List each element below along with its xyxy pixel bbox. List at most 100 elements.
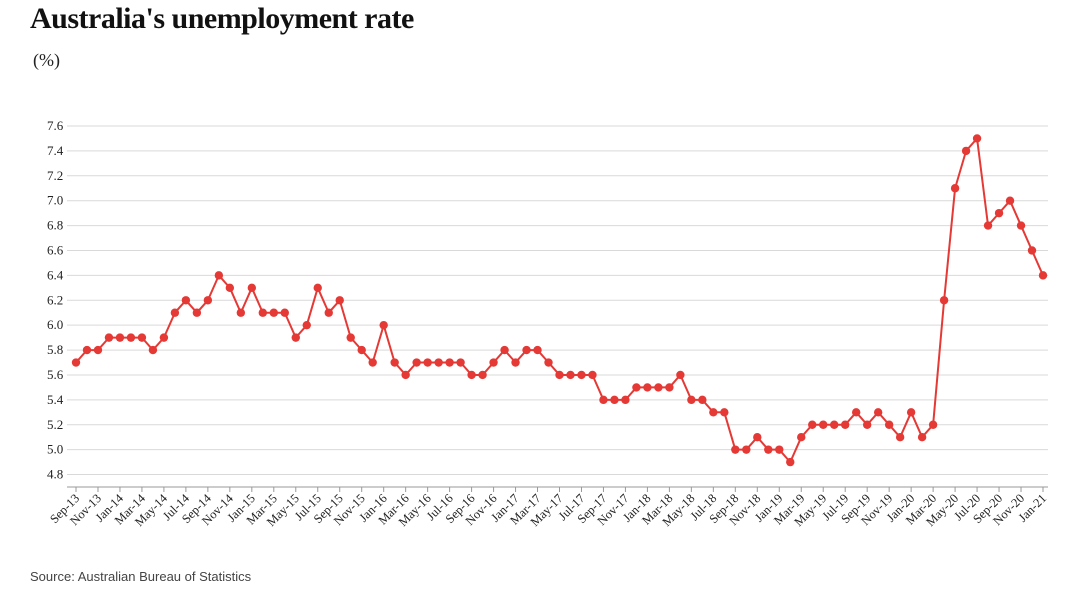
data-point	[555, 370, 564, 380]
data-point	[522, 345, 531, 355]
line-chart: 4.8 5.0 5.2 5.4 5.6 5.8 6.0 6.2 6.4 6.6 6.8 7.0 7.2 7…	[47, 118, 1049, 529]
data-point	[819, 420, 828, 429]
data-point	[786, 457, 795, 467]
data-point	[192, 308, 202, 317]
data-point	[159, 333, 169, 342]
y-tick-label: 5.6	[47, 367, 64, 382]
data-point	[808, 420, 817, 429]
data-point	[203, 296, 213, 305]
data-point	[632, 383, 641, 392]
data-point	[511, 358, 520, 367]
data-point	[610, 395, 619, 405]
data-point	[214, 271, 224, 280]
y-tick-label: 7.0	[47, 193, 63, 208]
data-point	[148, 345, 158, 355]
data-point	[764, 445, 773, 454]
data-point	[862, 420, 872, 429]
data-point	[797, 433, 806, 442]
data-point	[621, 395, 630, 405]
data-point	[1027, 246, 1037, 255]
data-point	[170, 308, 180, 317]
data-point	[346, 333, 355, 342]
gridlines	[67, 125, 1048, 488]
y-axis: 4.8 5.0 5.2 5.4 5.6 5.8 6.0 6.2 6.4 6.6 6.8 7.0 7.2 7…	[47, 118, 64, 482]
data-point	[841, 420, 850, 429]
data-point	[82, 345, 92, 355]
y-tick-label: 7.2	[47, 168, 63, 183]
data-point	[928, 420, 938, 429]
data-point	[577, 370, 586, 380]
y-tick-label: 5.2	[47, 417, 63, 432]
data-point	[851, 408, 861, 417]
data-point	[291, 333, 300, 342]
data-point	[939, 296, 949, 305]
data-point	[884, 420, 894, 429]
data-point	[258, 308, 268, 317]
x-axis: Sep-13Nov-13Jan-14Mar-14May-14Jul-14Sep-…	[47, 487, 1049, 529]
data-point	[456, 358, 465, 367]
data-point	[775, 445, 784, 454]
data-point	[961, 146, 971, 156]
data-point	[423, 358, 432, 367]
data-point	[972, 134, 982, 143]
y-tick-label: 7.4	[47, 143, 64, 158]
data-point	[379, 320, 388, 330]
data-point	[71, 358, 81, 367]
data-point	[643, 383, 652, 392]
data-point	[115, 333, 125, 342]
data-point	[280, 308, 289, 317]
data-point	[654, 383, 663, 392]
y-tick-label: 6.6	[47, 242, 64, 257]
data-point	[873, 408, 883, 417]
data-point	[225, 283, 235, 293]
data-point	[1016, 221, 1026, 230]
data-point	[104, 333, 114, 342]
data-point	[895, 433, 905, 442]
data-point	[720, 408, 729, 417]
data-point	[665, 383, 674, 392]
data-point	[709, 408, 718, 417]
data-point	[445, 358, 454, 367]
data-point	[412, 358, 421, 367]
data-point	[753, 433, 762, 442]
data-point	[401, 370, 410, 380]
y-tick-label: 7.6	[47, 118, 64, 133]
data-point	[698, 395, 707, 405]
data-point	[906, 408, 916, 417]
data-point	[236, 308, 246, 317]
data-point	[324, 308, 333, 317]
data-point	[302, 320, 311, 330]
data-point	[566, 370, 575, 380]
data-point	[1005, 196, 1015, 205]
data-point	[247, 283, 257, 293]
y-tick-label: 5.8	[47, 342, 63, 357]
y-tick-label: 6.2	[47, 292, 63, 307]
data-point	[467, 370, 476, 380]
y-tick-label: 6.8	[47, 218, 63, 233]
data-point	[983, 221, 993, 230]
data-point	[731, 445, 740, 454]
series-points	[71, 134, 1048, 467]
y-tick-label: 6.4	[47, 267, 64, 282]
y-tick-label: 4.8	[47, 467, 63, 482]
data-point	[181, 296, 191, 305]
data-point	[137, 333, 147, 342]
chart-title: Australia's unemployment rate	[30, 2, 414, 35]
data-point	[434, 358, 443, 367]
data-point	[950, 184, 960, 193]
data-point	[357, 345, 366, 355]
data-point	[368, 358, 377, 367]
source-note: Source: Australian Bureau of Statistics	[30, 569, 252, 584]
data-point	[994, 208, 1004, 218]
data-point	[742, 445, 751, 454]
data-point	[500, 345, 509, 355]
unit-label: (%)	[33, 50, 60, 70]
data-point	[489, 358, 498, 367]
data-point	[676, 370, 685, 380]
data-point	[599, 395, 608, 405]
data-point	[93, 345, 103, 355]
data-point	[1038, 271, 1048, 280]
y-tick-label: 5.0	[47, 442, 63, 457]
data-point	[830, 420, 839, 429]
data-point	[687, 395, 696, 405]
